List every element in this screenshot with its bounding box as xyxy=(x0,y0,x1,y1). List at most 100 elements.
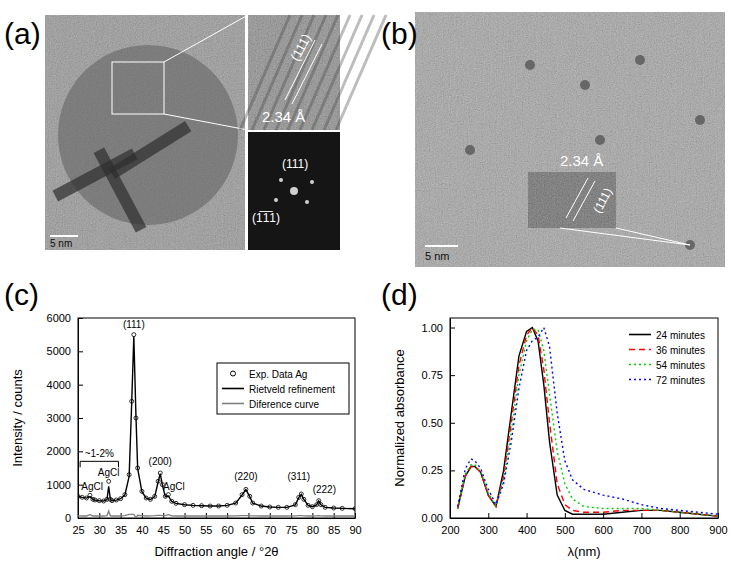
rod xyxy=(109,121,192,179)
y-axis-title: Intensity / counts xyxy=(10,369,25,467)
y-tick-label: 3000 xyxy=(47,412,71,424)
panel-text: (a) xyxy=(4,17,41,50)
y-tick-mark xyxy=(450,423,455,424)
fft-image xyxy=(248,132,340,250)
legend-label: Rietveld refinement xyxy=(249,384,335,395)
y-tick-mark xyxy=(78,451,83,452)
annotation: ~1-2% xyxy=(85,448,114,459)
x-tick-mark xyxy=(680,513,681,518)
panel-text: (111) xyxy=(282,157,308,171)
x-tick-label: 45 xyxy=(158,524,170,536)
y-tick-label: 4000 xyxy=(47,379,71,391)
legend-swatch xyxy=(629,364,651,366)
panel-text: (1̅1̅1) xyxy=(252,211,280,225)
legend-swatch xyxy=(231,371,236,376)
x-tick-label: 80 xyxy=(307,524,319,536)
y-tick-mark xyxy=(78,385,83,386)
annotation: AgCl xyxy=(98,467,120,478)
legend-label: Diference curve xyxy=(249,399,319,410)
spacing-mark xyxy=(573,181,595,221)
x-tick-label: 40 xyxy=(136,524,148,536)
annotation: (311) xyxy=(287,471,310,482)
y-tick-label: 1000 xyxy=(47,479,71,491)
zoom-box xyxy=(112,62,164,114)
plot-frame xyxy=(78,318,355,518)
x-tick: 400 xyxy=(518,513,536,536)
legend-label: 72 minutes xyxy=(656,375,705,386)
x-tick: 800 xyxy=(671,513,689,536)
legend-label: 54 minutes xyxy=(656,360,705,371)
y-tick: 4000 xyxy=(47,379,83,391)
fft-spot xyxy=(279,178,283,182)
x-tick: 900 xyxy=(709,513,727,536)
annotation: AgCl xyxy=(163,481,185,492)
plot-area xyxy=(458,328,718,517)
particle xyxy=(580,80,590,90)
legend-swatch xyxy=(222,403,244,405)
panel-b: (b)2.34 Å(111)5 nm xyxy=(381,12,725,267)
y-tick-mark xyxy=(450,328,455,329)
x-tick-label: 90 xyxy=(349,524,361,536)
legend-swatch xyxy=(629,334,651,336)
panel-text: 2.34 Å xyxy=(560,152,603,169)
scale-bar xyxy=(425,245,458,247)
legend: Exp. Data AgRietveld refinementDiference… xyxy=(217,363,349,414)
y-tick-label: 0.00 xyxy=(422,512,443,524)
particle xyxy=(525,60,535,70)
y-tick-label: 2000 xyxy=(47,445,71,457)
x-axis-title: λ(nm) xyxy=(567,544,600,559)
annotation-bracket xyxy=(80,461,118,467)
x-tick-label: 500 xyxy=(556,524,574,536)
series-line xyxy=(458,328,718,517)
y-tick-label: 0 xyxy=(65,512,71,524)
x-tick-label: 600 xyxy=(594,524,612,536)
y-tick: 1.00 xyxy=(422,322,455,334)
y-tick-mark xyxy=(78,318,83,319)
y-axis: 0.000.250.500.751.00 xyxy=(422,319,455,525)
x-tick-label: 300 xyxy=(480,524,498,536)
y-tick: 0.00 xyxy=(422,512,455,524)
chart: 200 300 400 500 600 700 800 900 0.000.250.500.75… xyxy=(381,278,728,559)
panel-text: 5 nm xyxy=(425,250,449,262)
data-point xyxy=(107,479,111,483)
x-tick-mark xyxy=(527,513,528,518)
zoom-line xyxy=(164,15,248,62)
annotation: (111) xyxy=(123,319,145,330)
annotation: AgCl xyxy=(81,481,103,492)
y-tick-mark xyxy=(450,470,455,471)
x-tick-label: 700 xyxy=(633,524,651,536)
fft-spot xyxy=(305,200,309,204)
chart: 2530354045505560657075808590010002000300… xyxy=(4,278,362,559)
x-tick-label: 25 xyxy=(72,524,84,536)
y-tick: 5000 xyxy=(47,345,83,357)
legend-swatch xyxy=(222,388,244,390)
y-tick: 3000 xyxy=(47,412,83,424)
annotation: (220) xyxy=(234,471,257,482)
annotation: (222) xyxy=(313,484,336,495)
x-tick-mark xyxy=(355,513,356,518)
y-tick-label: 5000 xyxy=(47,345,71,357)
x-tick-mark xyxy=(641,513,642,518)
x-tick-label: 75 xyxy=(285,524,297,536)
image-base xyxy=(45,15,245,250)
fft-spot xyxy=(290,187,298,195)
legend: 24 minutes36 minutes54 minutes72 minutes xyxy=(629,330,705,386)
x-tick-label: 50 xyxy=(179,524,191,536)
panel-text: 2.34 Å xyxy=(262,108,305,125)
legend-swatch xyxy=(629,349,651,351)
y-axis-line xyxy=(450,319,451,519)
particle xyxy=(695,115,705,125)
image-texture xyxy=(415,12,725,267)
spacing-mark xyxy=(566,178,588,218)
x-tick-label: 900 xyxy=(709,524,727,536)
y-tick: 0.50 xyxy=(422,417,455,429)
y-tick-mark xyxy=(450,518,455,519)
y-tick-label: 6000 xyxy=(47,312,71,324)
x-axis-line xyxy=(79,518,356,519)
image-texture xyxy=(528,172,616,228)
panel-label: (d) xyxy=(381,278,418,311)
x-axis-line xyxy=(451,518,719,519)
particle xyxy=(595,135,605,145)
x-tick-label: 200 xyxy=(441,524,459,536)
legend-label: 24 minutes xyxy=(656,330,705,341)
